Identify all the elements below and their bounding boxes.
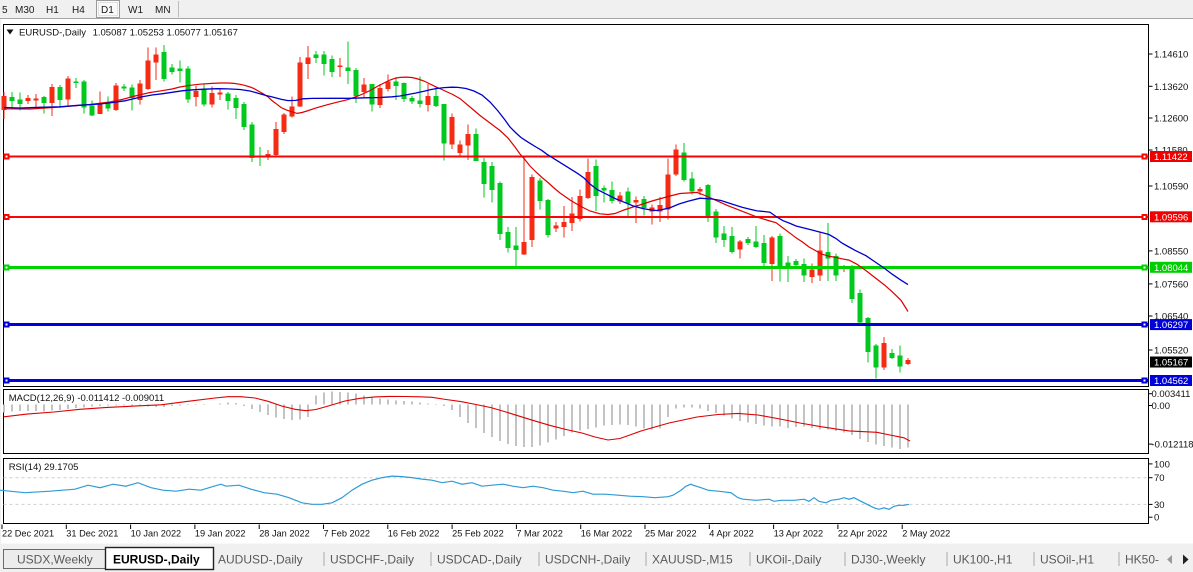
svg-text:XAUUSD-,M15: XAUUSD-,M15 xyxy=(652,553,733,567)
svg-text:HK50-: HK50- xyxy=(1125,553,1159,567)
svg-text:0: 0 xyxy=(1154,513,1159,524)
svg-text:USDX,Weekly: USDX,Weekly xyxy=(17,553,93,567)
svg-text:MN: MN xyxy=(155,5,171,16)
svg-text:M30: M30 xyxy=(15,5,35,16)
svg-text:0.003411: 0.003411 xyxy=(1152,389,1191,400)
svg-text:1.05167: 1.05167 xyxy=(1154,358,1188,369)
svg-text:10 Jan 2022: 10 Jan 2022 xyxy=(131,528,182,538)
svg-text:16 Mar 2022: 16 Mar 2022 xyxy=(581,528,633,538)
svg-text:MACD(12,26,9) -0.011412 -0.009: MACD(12,26,9) -0.011412 -0.009011 xyxy=(9,393,164,404)
svg-text:19 Jan 2022: 19 Jan 2022 xyxy=(195,528,246,538)
svg-text:USDCHF-,Daily: USDCHF-,Daily xyxy=(330,553,414,567)
svg-text:7 Feb 2022: 7 Feb 2022 xyxy=(324,528,371,538)
svg-text:70: 70 xyxy=(1154,473,1165,484)
svg-text:1.05087 1.05253 1.05077 1.0516: 1.05087 1.05253 1.05077 1.05167 xyxy=(93,27,238,38)
svg-text:1.07560: 1.07560 xyxy=(1154,279,1188,290)
svg-text:100: 100 xyxy=(1154,459,1170,470)
svg-text:UK100-,H1: UK100-,H1 xyxy=(953,553,1013,567)
svg-text:7 Mar 2022: 7 Mar 2022 xyxy=(516,528,562,538)
svg-text:28 Jan 2022: 28 Jan 2022 xyxy=(259,528,310,538)
svg-text:EURUSD-,Daily: EURUSD-,Daily xyxy=(113,553,200,567)
svg-text:25 Mar 2022: 25 Mar 2022 xyxy=(645,528,697,538)
svg-text:1.11422: 1.11422 xyxy=(1154,152,1188,163)
svg-text:USDCNH-,Daily: USDCNH-,Daily xyxy=(545,553,630,567)
svg-text:22 Dec 2021: 22 Dec 2021 xyxy=(2,528,54,538)
svg-text:RSI(14) 29.1705: RSI(14) 29.1705 xyxy=(9,462,79,473)
svg-text:1.06297: 1.06297 xyxy=(1154,320,1188,331)
svg-text:H4: H4 xyxy=(72,5,85,16)
svg-text:EURUSD-,Daily: EURUSD-,Daily xyxy=(19,27,86,38)
svg-text:1.06540: 1.06540 xyxy=(1154,312,1188,323)
svg-text:1.13620: 1.13620 xyxy=(1154,82,1188,93)
svg-text:1.10590: 1.10590 xyxy=(1154,182,1188,193)
svg-text:-0.012118: -0.012118 xyxy=(1152,440,1193,451)
svg-text:USOil-,H1: USOil-,H1 xyxy=(1040,553,1094,567)
svg-text:1.08550: 1.08550 xyxy=(1154,246,1188,257)
svg-text:1.09596: 1.09596 xyxy=(1154,212,1188,223)
svg-text:H1: H1 xyxy=(46,5,59,16)
svg-text:25 Feb 2022: 25 Feb 2022 xyxy=(452,528,504,538)
svg-text:30: 30 xyxy=(1154,500,1165,511)
svg-text:22 Apr 2022: 22 Apr 2022 xyxy=(838,528,888,538)
svg-text:0.00: 0.00 xyxy=(1152,401,1171,412)
svg-text:5: 5 xyxy=(2,5,8,16)
svg-text:16 Feb 2022: 16 Feb 2022 xyxy=(388,528,440,538)
svg-text:4 Apr 2022: 4 Apr 2022 xyxy=(709,528,753,538)
svg-text:1.04562: 1.04562 xyxy=(1154,376,1188,387)
svg-text:1.12600: 1.12600 xyxy=(1154,114,1188,125)
svg-text:31 Dec 2021: 31 Dec 2021 xyxy=(66,528,118,538)
svg-text:UKOil-,Daily: UKOil-,Daily xyxy=(756,553,821,567)
svg-text:DJ30-,Weekly: DJ30-,Weekly xyxy=(851,553,925,567)
svg-text:2 May 2022: 2 May 2022 xyxy=(902,528,950,538)
svg-text:D1: D1 xyxy=(101,5,114,16)
svg-text:AUDUSD-,Daily: AUDUSD-,Daily xyxy=(218,553,303,567)
svg-text:1.05520: 1.05520 xyxy=(1154,346,1188,357)
svg-text:1.08044: 1.08044 xyxy=(1154,263,1188,274)
svg-text:USDCAD-,Daily: USDCAD-,Daily xyxy=(437,553,522,567)
svg-text:13 Apr 2022: 13 Apr 2022 xyxy=(774,528,824,538)
svg-text:1.14610: 1.14610 xyxy=(1154,50,1188,61)
svg-text:W1: W1 xyxy=(128,5,143,16)
